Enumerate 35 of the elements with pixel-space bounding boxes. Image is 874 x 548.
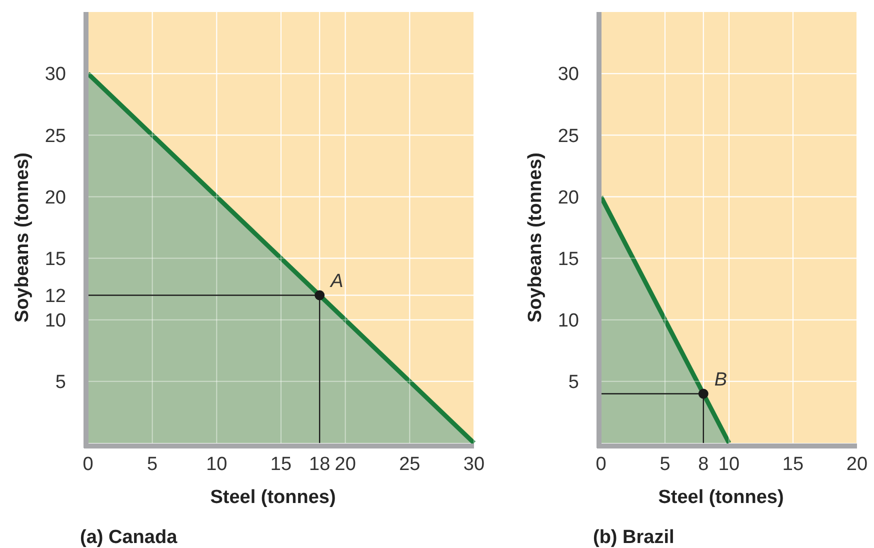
x-tick-label: 10	[718, 454, 740, 475]
y-tick-label: 12	[44, 286, 66, 307]
y-axis-title: Soybeans (tonnes)	[12, 152, 33, 322]
y-tick-label: 25	[558, 126, 579, 147]
y-tick-label: 5	[55, 372, 66, 394]
y-tick-label: 15	[558, 248, 579, 270]
y-tick-label: 10	[558, 310, 579, 332]
x-tick-label: 15	[270, 454, 292, 475]
y-tick-label: 30	[44, 64, 66, 86]
annotation: A	[330, 271, 344, 292]
x-tick-label: 20	[846, 454, 868, 475]
annotation: B	[714, 370, 728, 391]
x-tick-label: 30	[463, 454, 485, 475]
x-tick-label: 0	[82, 454, 94, 475]
y-tick-label: 15	[44, 248, 66, 270]
y-tick-label: 10	[44, 310, 66, 332]
y-tick-label: 20	[44, 187, 66, 208]
x-tick-label: 20	[334, 454, 356, 475]
x-tick-label: 5	[660, 454, 670, 475]
x-tick-label: 5	[147, 454, 158, 475]
x-axis-title: Steel (tonnes)	[210, 487, 336, 508]
x-axis-title: Steel (tonnes)	[658, 487, 784, 508]
x-tick-label: 18	[309, 454, 330, 475]
y-tick-label: 25	[44, 126, 66, 147]
y-tick-label: 30	[558, 64, 579, 86]
y-axis-title: Soybeans (tonnes)	[525, 152, 546, 322]
x-tick-label: 25	[399, 454, 420, 475]
y-tick-label: 5	[568, 372, 579, 394]
x-tick-label: 15	[782, 454, 804, 475]
x-tick-label: 8	[698, 454, 709, 475]
text: (b) Brazil	[593, 527, 674, 548]
x-tick-label: 0	[596, 454, 606, 475]
text: (a) Canada	[80, 527, 178, 548]
x-tick-label: 10	[206, 454, 228, 475]
y-tick-label: 20	[558, 187, 579, 208]
